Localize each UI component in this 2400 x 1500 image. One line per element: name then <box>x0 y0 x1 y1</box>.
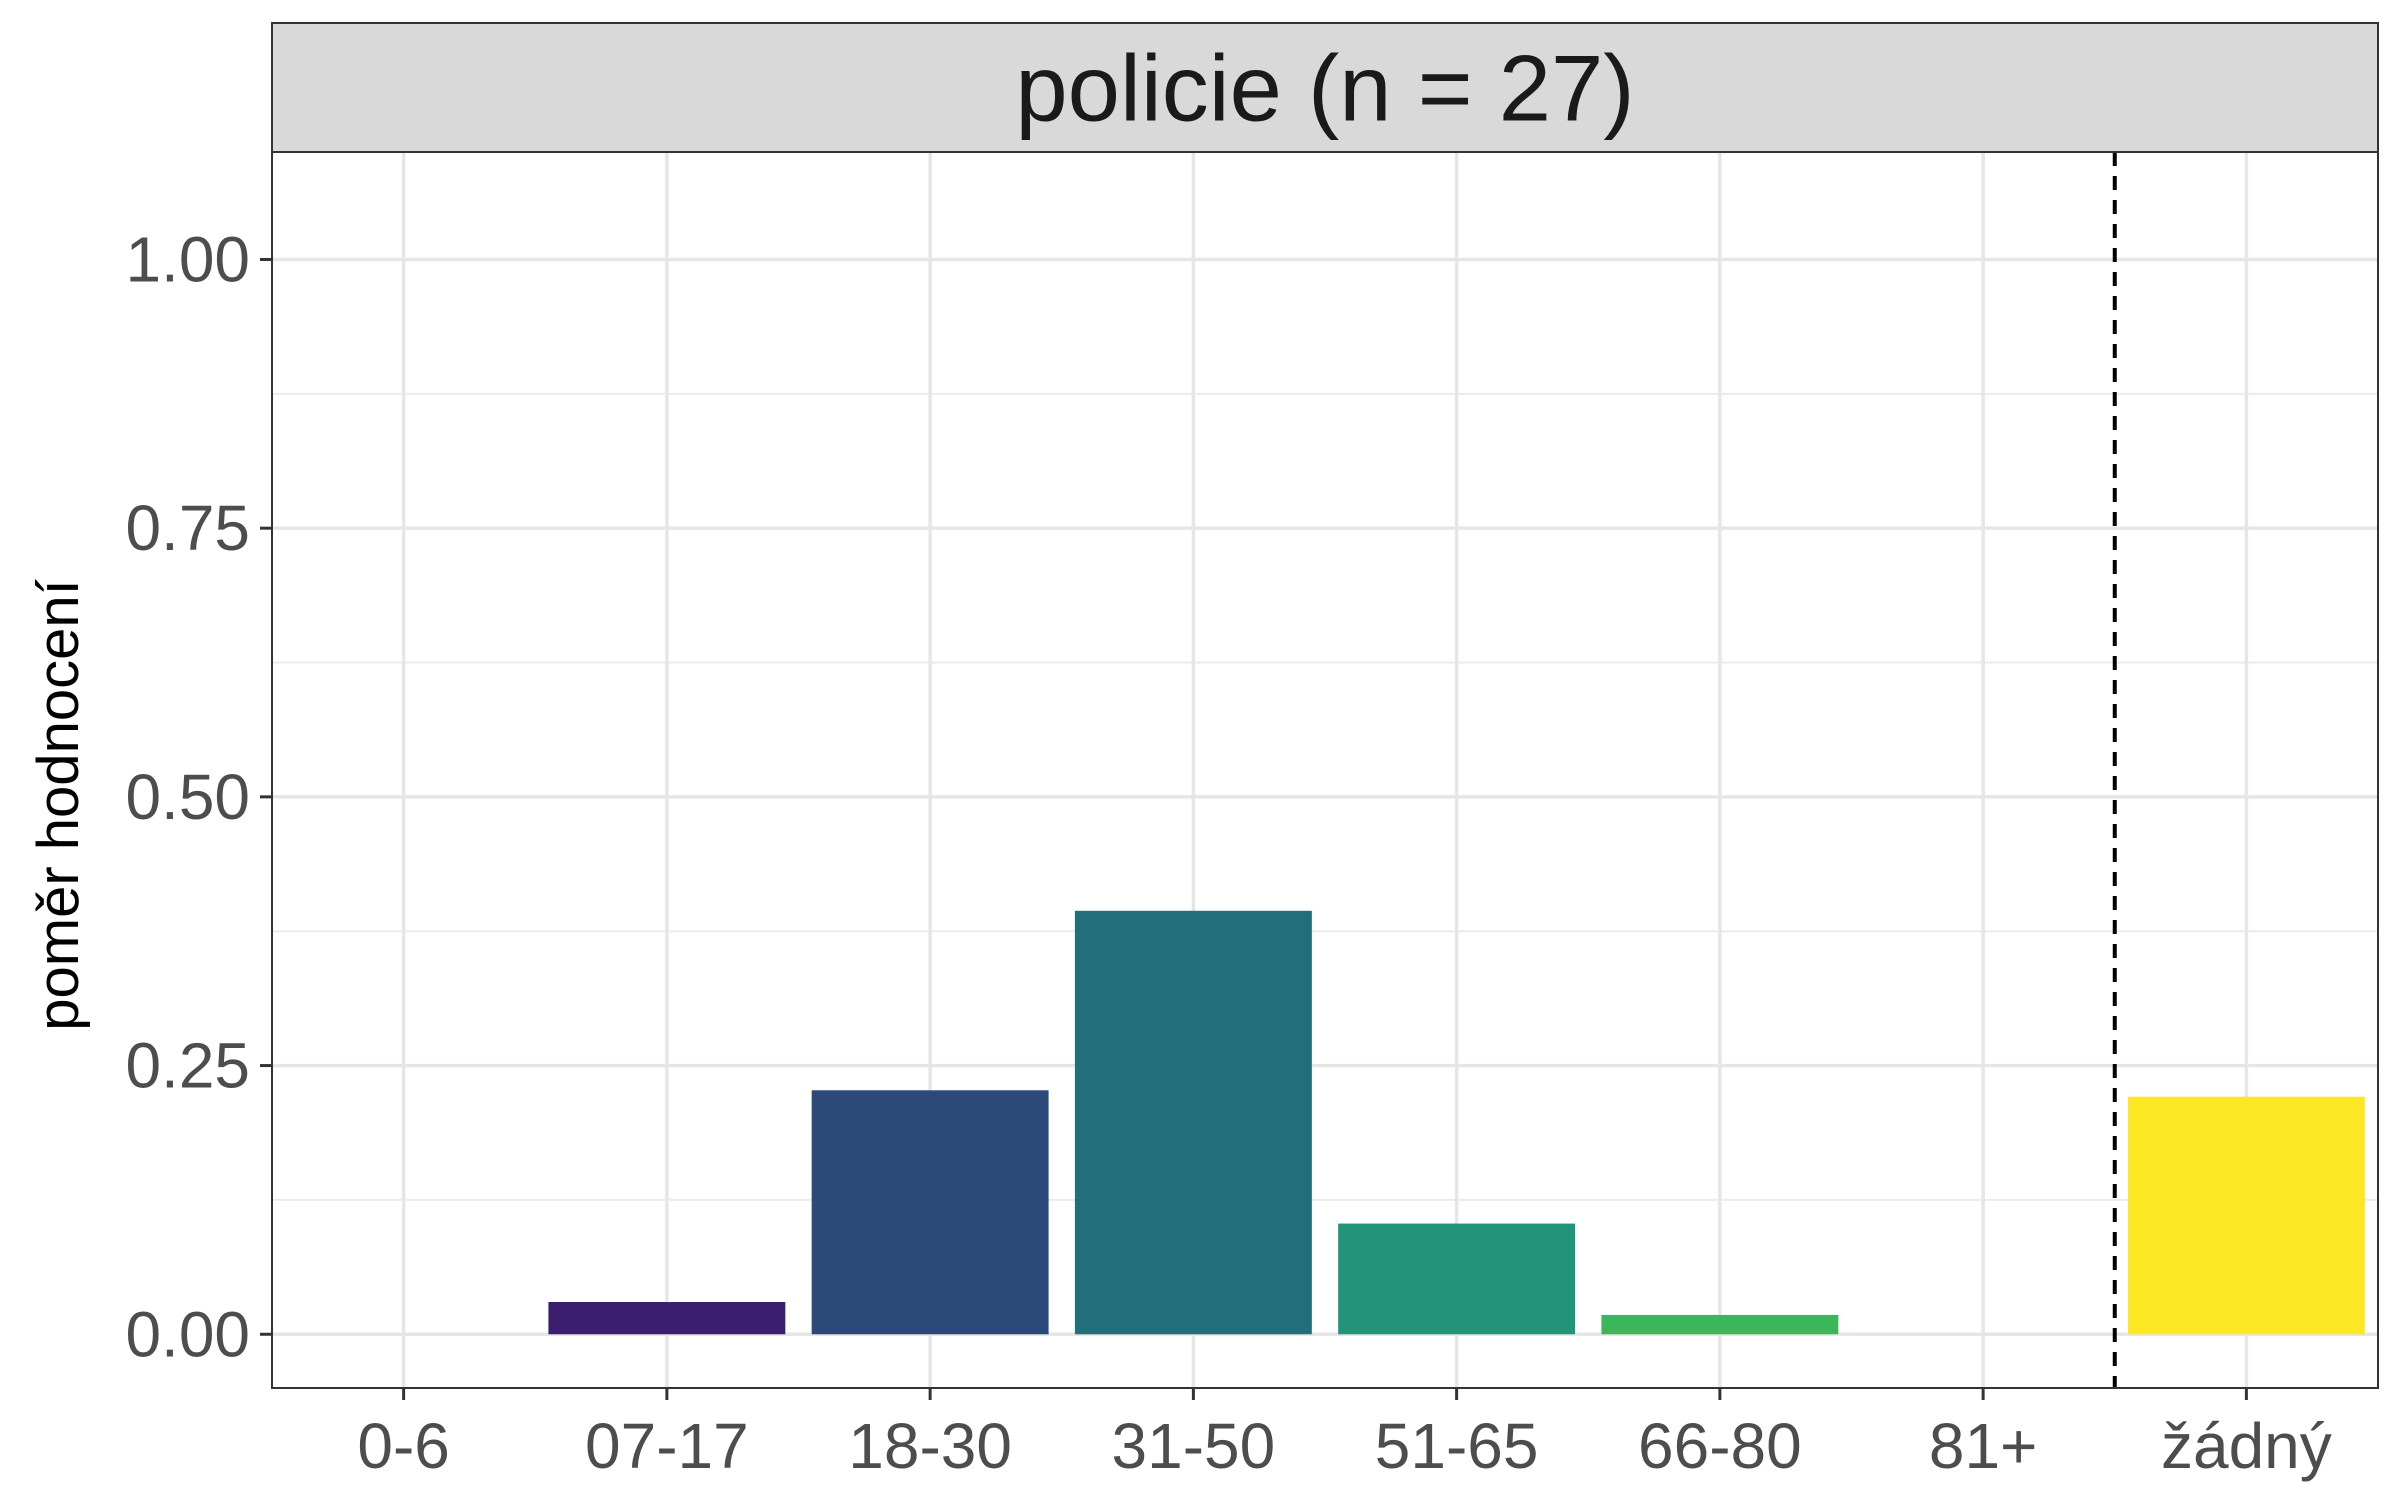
facet-strip <box>271 22 2379 153</box>
bar-18-30 <box>811 1090 1049 1335</box>
y-axis: 0.00 0.25 0.50 0.75 1.00 <box>125 223 272 1370</box>
panel-border <box>271 151 2379 1389</box>
bars <box>548 910 2365 1335</box>
x-tick-label: 31-50 <box>1112 1410 1276 1482</box>
bar-31-50 <box>1074 910 1312 1335</box>
bar-07-17 <box>548 1302 786 1335</box>
x-tick-label: žádný <box>2161 1410 2332 1482</box>
x-tick-label: 66-80 <box>1638 1410 1802 1482</box>
x-tick-label: 0-6 <box>357 1410 450 1482</box>
bar-žádný <box>2127 1096 2365 1335</box>
bar-51-65 <box>1338 1223 1576 1335</box>
y-tick-label: 0.00 <box>125 1298 250 1370</box>
x-tick-label: 07-17 <box>585 1410 749 1482</box>
facet-title: policie (n = 27) <box>1015 36 1634 141</box>
grid-lines <box>272 152 2378 1388</box>
y-tick-label: 0.75 <box>125 492 250 564</box>
x-axis: 0-6 07-17 18-30 31-50 51-65 66-80 81+ žádný <box>357 1388 2332 1482</box>
y-tick-label: 1.00 <box>125 223 250 295</box>
y-tick-label: 0.50 <box>125 761 250 833</box>
y-axis-title: poměr hodnocení <box>26 579 91 1030</box>
x-tick-label: 18-30 <box>848 1410 1012 1482</box>
x-tick-label: 81+ <box>1929 1410 2038 1482</box>
y-tick-label: 0.25 <box>125 1030 250 1102</box>
bar-66-80 <box>1601 1314 1839 1335</box>
x-tick-label: 51-65 <box>1375 1410 1539 1482</box>
